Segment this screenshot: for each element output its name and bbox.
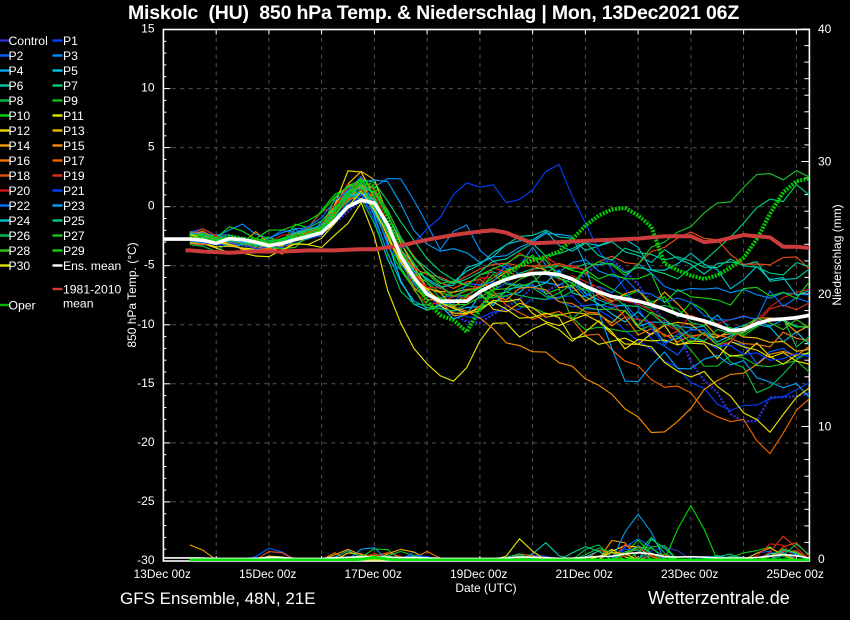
svg-text:17Dec 00z: 17Dec 00z	[345, 567, 402, 581]
svg-text:P24: P24	[9, 214, 31, 228]
svg-text:Niederschlag (mm): Niederschlag (mm)	[830, 204, 844, 305]
svg-text:Control: Control	[9, 34, 48, 48]
svg-text:10: 10	[818, 420, 832, 434]
svg-text:P20: P20	[9, 184, 31, 198]
svg-text:P5: P5	[63, 64, 78, 78]
svg-text:P12: P12	[9, 124, 31, 138]
svg-text:-5: -5	[144, 258, 155, 272]
svg-text:Miskolc (HU) 850 hPa Temp. &: Miskolc (HU) 850 hPa Temp. & Niederschla…	[128, 2, 739, 24]
svg-text:Wetterzentrale.de: Wetterzentrale.de	[648, 588, 790, 608]
svg-text:P14: P14	[9, 139, 31, 153]
svg-text:1981-2010: 1981-2010	[63, 283, 122, 297]
svg-text:P15: P15	[63, 139, 85, 153]
svg-text:P19: P19	[63, 169, 85, 183]
svg-text:P8: P8	[9, 94, 24, 108]
svg-text:P18: P18	[9, 169, 31, 183]
svg-text:P30: P30	[9, 259, 31, 273]
svg-text:P7: P7	[63, 79, 78, 93]
svg-text:P27: P27	[63, 229, 85, 243]
svg-text:13Dec 00z: 13Dec 00z	[134, 567, 191, 581]
svg-text:0: 0	[148, 199, 155, 213]
svg-text:-10: -10	[137, 317, 155, 331]
svg-text:P9: P9	[63, 94, 78, 108]
svg-text:-20: -20	[137, 435, 155, 449]
svg-text:mean: mean	[63, 297, 94, 311]
svg-text:5: 5	[148, 140, 155, 154]
svg-text:GFS Ensemble, 48N, 21E: GFS Ensemble, 48N, 21E	[120, 589, 316, 608]
svg-text:P26: P26	[9, 229, 31, 243]
svg-text:25Dec 00z: 25Dec 00z	[767, 567, 824, 581]
svg-text:Date (UTC): Date (UTC)	[455, 581, 516, 595]
svg-text:40: 40	[818, 22, 832, 36]
svg-text:21Dec 00z: 21Dec 00z	[556, 567, 613, 581]
svg-text:15Dec 00z: 15Dec 00z	[239, 567, 296, 581]
svg-text:P28: P28	[9, 244, 31, 258]
svg-text:0: 0	[818, 552, 825, 566]
svg-text:850 hPa Temp. (°C): 850 hPa Temp. (°C)	[125, 242, 139, 347]
svg-text:10: 10	[141, 81, 155, 95]
svg-text:Ens. mean: Ens. mean	[63, 259, 121, 273]
svg-text:P10: P10	[9, 109, 31, 123]
svg-text:P22: P22	[9, 199, 31, 213]
svg-text:P3: P3	[63, 49, 78, 63]
svg-text:15: 15	[141, 22, 155, 36]
svg-text:P23: P23	[63, 199, 85, 213]
svg-text:P1: P1	[63, 34, 78, 48]
svg-text:P4: P4	[9, 64, 24, 78]
svg-text:P6: P6	[9, 79, 24, 93]
svg-text:-15: -15	[137, 376, 155, 390]
svg-text:P25: P25	[63, 214, 85, 228]
svg-text:30: 30	[818, 155, 832, 169]
svg-text:P29: P29	[63, 244, 85, 258]
svg-text:23Dec 00z: 23Dec 00z	[661, 567, 718, 581]
svg-text:Oper: Oper	[9, 299, 36, 313]
svg-text:P16: P16	[9, 154, 31, 168]
svg-text:P13: P13	[63, 124, 85, 138]
svg-text:19Dec 00z: 19Dec 00z	[450, 567, 507, 581]
svg-text:P2: P2	[9, 49, 24, 63]
svg-text:P17: P17	[63, 154, 85, 168]
svg-text:P21: P21	[63, 184, 85, 198]
svg-text:P11: P11	[63, 109, 84, 123]
svg-text:20: 20	[818, 287, 832, 301]
svg-text:-25: -25	[137, 494, 155, 508]
svg-text:-30: -30	[137, 553, 155, 567]
